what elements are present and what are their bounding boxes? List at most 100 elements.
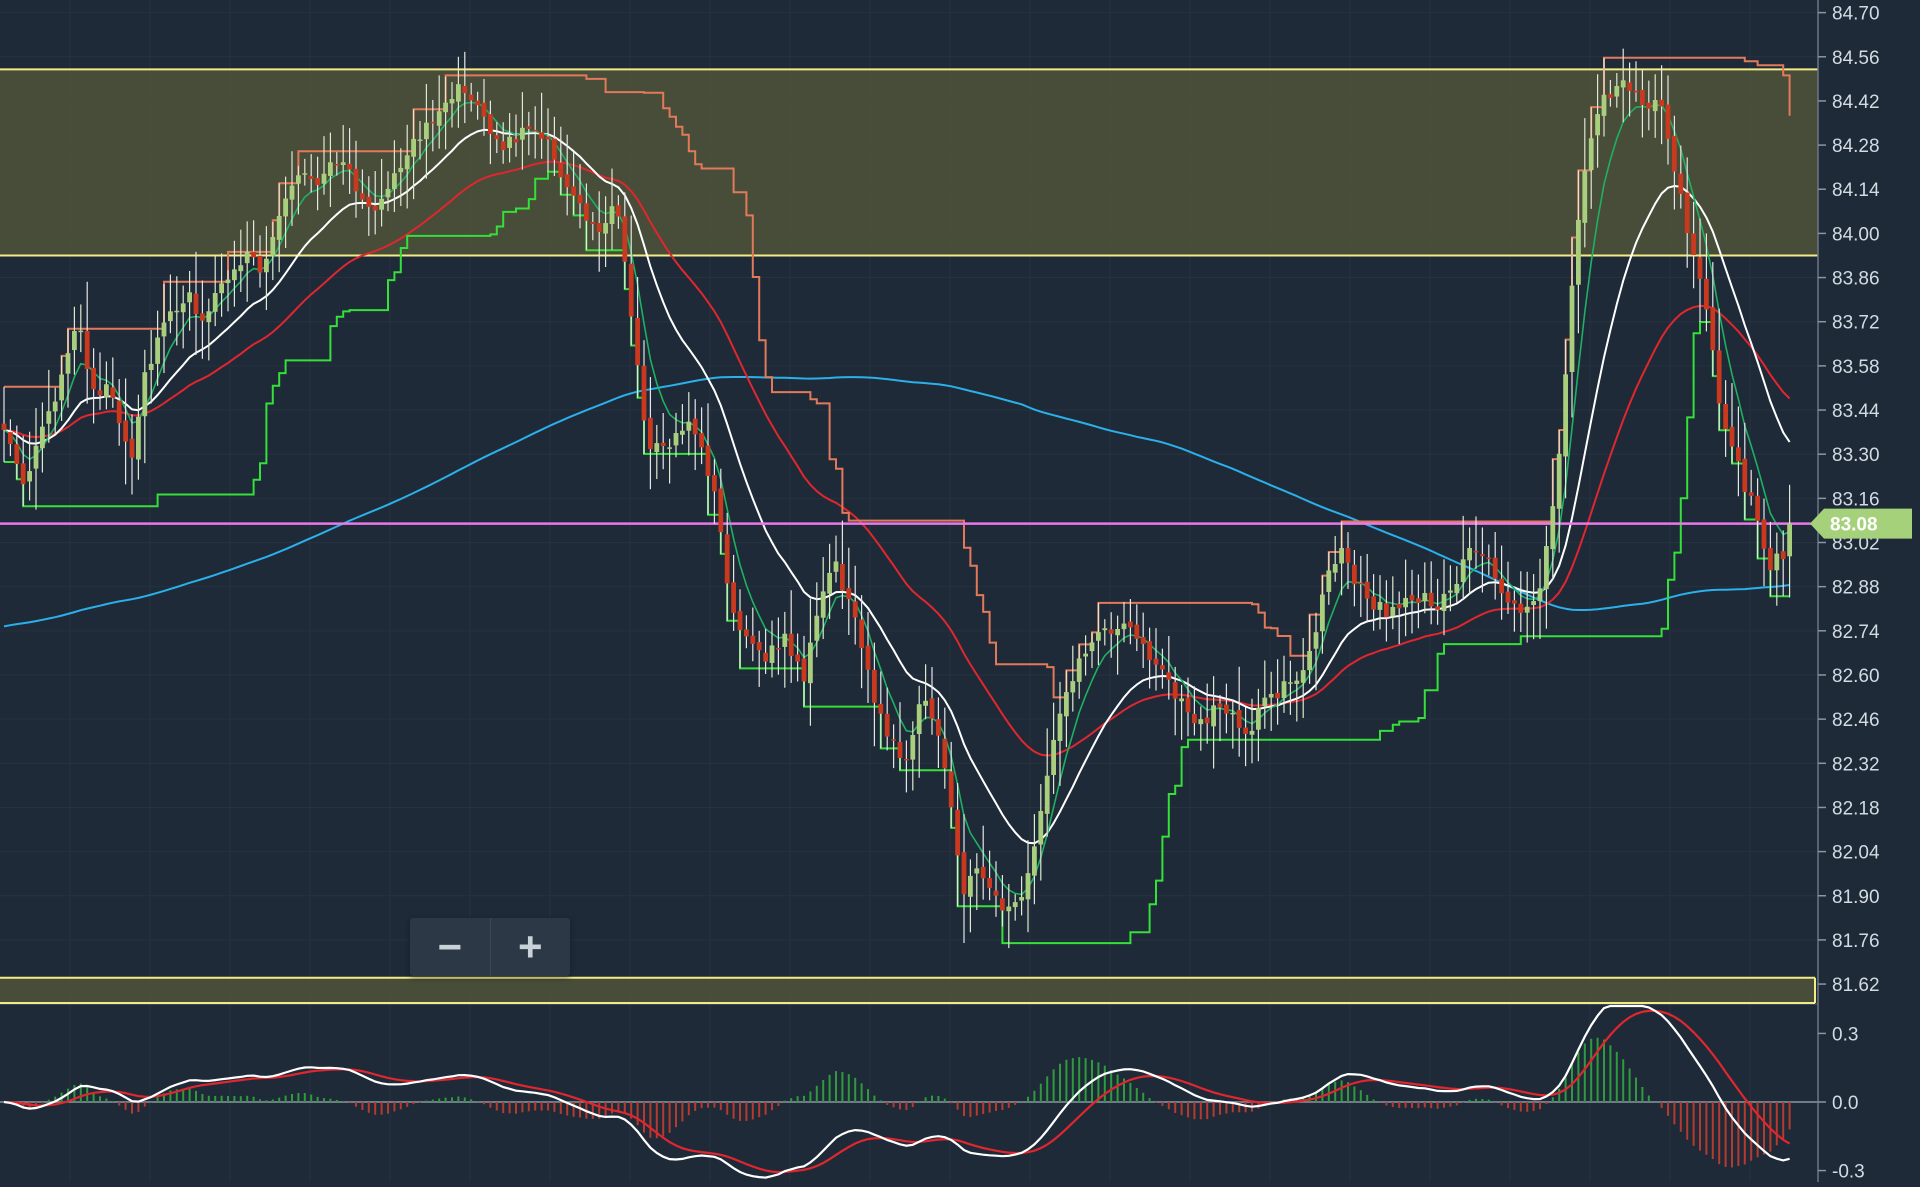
candle-body-down (699, 433, 704, 448)
candle-body-up (328, 162, 333, 176)
price-tick-label: 84.14 (1832, 180, 1880, 201)
candle-body-down (756, 642, 762, 651)
candle-body-up (443, 102, 448, 113)
candle-body-up (59, 374, 64, 401)
candle-body-down (1160, 665, 1165, 670)
candle-body-up (782, 633, 788, 647)
candle-body-down (961, 852, 967, 895)
candle-body-down (1486, 557, 1492, 560)
candle-body-up (1614, 86, 1620, 97)
candle-body-down (257, 255, 263, 273)
candle-body-up (404, 155, 410, 170)
candle-body-down (200, 313, 205, 321)
candle-body-up (1339, 548, 1344, 564)
candle-body-down (1729, 426, 1735, 447)
candle-body-up (296, 175, 301, 184)
candle-body-down (846, 588, 852, 600)
candle-body-up (417, 139, 423, 142)
candle-body-down (1428, 592, 1434, 607)
candle-body-down (1768, 547, 1773, 571)
price-tick-label: 82.04 (1832, 843, 1880, 864)
candle-body-down (84, 330, 90, 370)
zoom-in-button[interactable]: + (489, 918, 571, 976)
candle-body-down (1108, 629, 1114, 634)
candle-body-down (750, 635, 756, 644)
candle-body-up (1569, 285, 1575, 372)
candle-body-down (308, 176, 314, 179)
candle-body-up (923, 700, 928, 706)
candle-body-down (1672, 135, 1677, 172)
price-tick-label: 83.58 (1832, 357, 1880, 378)
price-axis[interactable]: 84.70 84.56 84.42 84.28 84.14 84.00 83.86 83.72… (1810, 0, 1920, 1183)
candle-body-down (590, 222, 596, 224)
price-tick-label: 82.74 (1832, 622, 1880, 643)
candle-body-down (475, 100, 480, 106)
candle-body-up (916, 704, 922, 735)
candle-body-down (884, 713, 890, 737)
price-tick-label: 83.30 (1832, 445, 1880, 466)
zoom-out-button[interactable]: − (437, 923, 463, 970)
support-resistance-zones (0, 68, 1818, 1004)
candle-body-up (1102, 628, 1108, 631)
candle-body-down (123, 420, 128, 442)
candle-body-down (852, 601, 858, 618)
candle-body-down (955, 809, 960, 856)
candle-body-down (1697, 257, 1703, 279)
price-tick-label: 81.90 (1832, 887, 1880, 908)
candle-body-down (1704, 278, 1709, 310)
candle-body-down (1140, 637, 1146, 645)
candle-body-up (974, 868, 980, 874)
candle-body-up (1320, 594, 1325, 632)
price-tick-label: 82.32 (1832, 754, 1880, 775)
candle-body-up (302, 173, 308, 175)
candle-body-down (1492, 557, 1498, 579)
candle-body-up (385, 188, 391, 198)
macd-line (3, 1004, 1790, 1179)
candle-body-down (891, 739, 896, 741)
candle-body-down (571, 186, 576, 196)
candle-body-up (1249, 730, 1255, 735)
candle-body-down (1236, 709, 1242, 728)
candle-body-down (1224, 704, 1229, 714)
candle-body-down (1723, 403, 1728, 430)
candle-body-up (1038, 811, 1044, 845)
candle-body-down (468, 94, 474, 101)
price-tick-label: 83.16 (1832, 489, 1880, 510)
candle-body-down (705, 445, 711, 477)
candle-body-up (1089, 642, 1095, 652)
oscillator-tick-label: 0.3 (1832, 1024, 1858, 1045)
candle-body-up (820, 591, 826, 618)
candle-body-up (1595, 114, 1600, 136)
candle-body-down (1710, 307, 1716, 351)
candle-body-up (1403, 597, 1408, 608)
candle-body-down (1172, 682, 1178, 699)
candle-body-up (1083, 653, 1088, 657)
candle-body-up (1044, 775, 1050, 814)
candle-body-up (1332, 564, 1338, 573)
candle-body-down (539, 132, 544, 139)
candle-body-down (488, 114, 493, 135)
candle-body-up (1230, 712, 1236, 715)
candle-body-down (1128, 621, 1133, 628)
candle-body-up (1096, 632, 1101, 641)
candle-body-down (532, 129, 538, 132)
oscillator-tick-label: 0.0 (1832, 1093, 1858, 1114)
candle-body-down (1204, 717, 1210, 724)
candle-body-down (1364, 581, 1370, 599)
candle-body-down (481, 102, 487, 117)
candle-body-down (929, 698, 935, 719)
trailing-stop-long-line (4, 170, 1790, 945)
price-tick-label: 84.00 (1832, 224, 1880, 245)
candle-body-up (1288, 682, 1293, 684)
candle-body-up (1576, 219, 1581, 285)
candle-body-down (577, 194, 583, 204)
candle-body-down (1243, 727, 1248, 734)
candle-body-down (14, 444, 20, 465)
candle-body-down (1665, 104, 1671, 139)
candle-body-down (948, 771, 954, 808)
candle-body-up (1460, 559, 1466, 583)
candle-body-down (500, 141, 506, 151)
candle-body-down (712, 475, 717, 492)
